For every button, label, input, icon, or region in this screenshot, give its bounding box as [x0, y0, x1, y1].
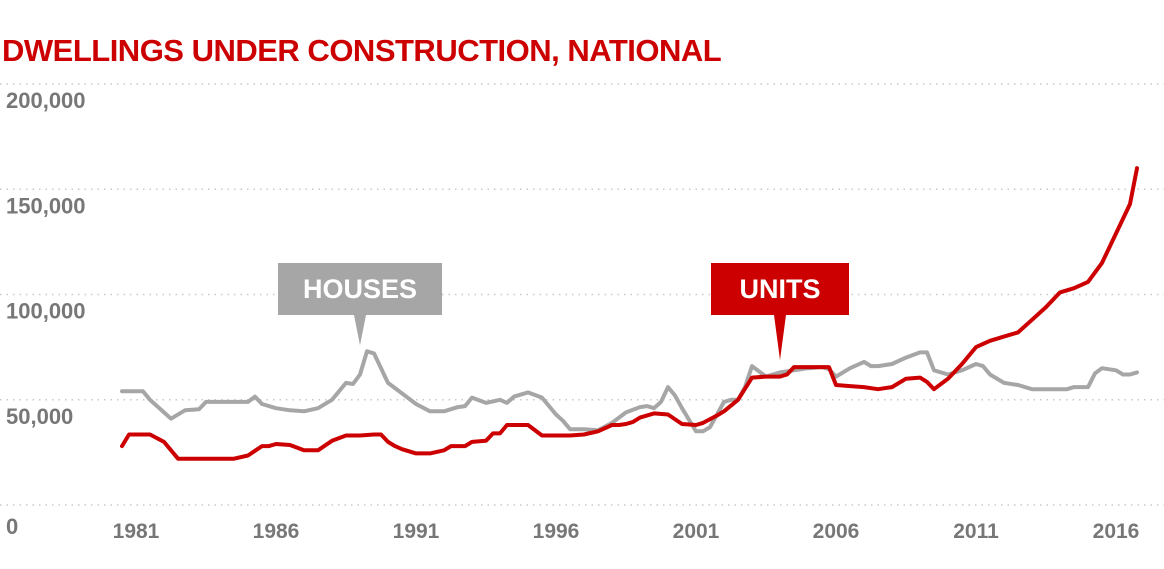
- y-axis-ticks: 0 50,000 100,000 150,000 200,000: [6, 88, 86, 539]
- callout-box: [711, 263, 849, 315]
- callout-pointer: [354, 315, 366, 346]
- callout-box: [278, 263, 442, 315]
- y-tick-label: 50,000: [6, 404, 73, 429]
- x-tick-label: 2016: [1093, 520, 1140, 543]
- callouts: HOUSES UNITS: [278, 263, 849, 361]
- callout-pointer: [774, 315, 786, 361]
- y-tick-label: 0: [6, 514, 18, 539]
- x-tick-label: 2011: [953, 520, 999, 543]
- grid-lines: [0, 83, 1164, 506]
- x-tick-label: 1986: [253, 520, 300, 543]
- x-tick-label: 1981: [113, 520, 160, 543]
- series-lines: [120, 166, 1139, 461]
- callout-units: UNITS: [711, 263, 849, 361]
- y-tick-label: 200,000: [6, 88, 86, 113]
- y-tick-label: 150,000: [6, 193, 86, 218]
- y-tick-label: 100,000: [6, 299, 86, 324]
- x-tick-label: 1991: [393, 520, 440, 543]
- x-axis-ticks: 1981 1986 1991 1996 2001 2006 2011 2016: [113, 520, 1140, 543]
- callout-label: UNITS: [740, 274, 821, 304]
- chart-title: DWELLINGS UNDER CONSTRUCTION, NATIONAL: [2, 33, 722, 68]
- x-tick-label: 1996: [533, 520, 580, 543]
- x-tick-label: 2006: [813, 520, 860, 543]
- series-line-units: [120, 166, 1139, 461]
- callout-label: HOUSES: [303, 274, 417, 304]
- x-tick-label: 2001: [673, 520, 720, 543]
- series-line-houses: [120, 349, 1139, 434]
- callout-houses: HOUSES: [278, 263, 442, 346]
